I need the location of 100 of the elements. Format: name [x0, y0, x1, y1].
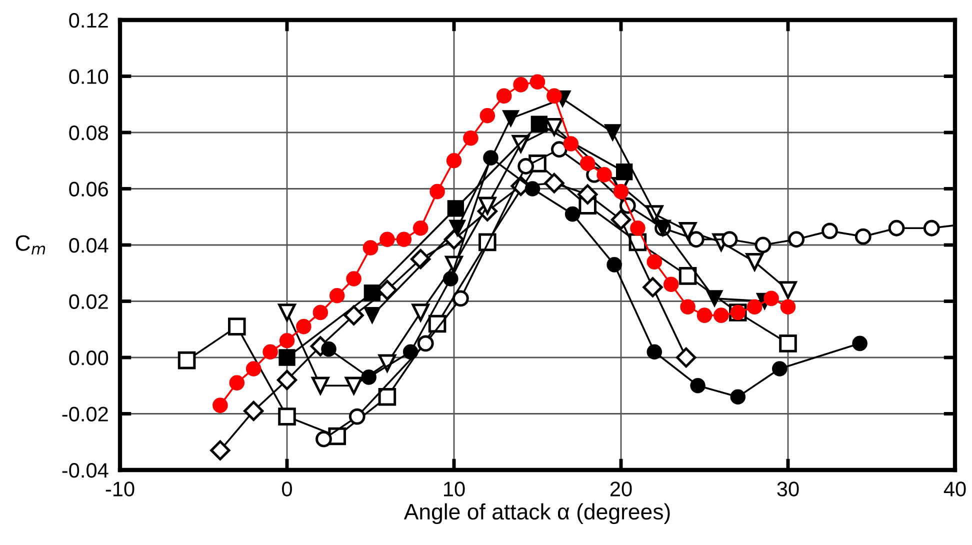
- point: [452, 290, 469, 307]
- point: [779, 334, 797, 352]
- point: [396, 232, 412, 248]
- point: [630, 220, 646, 236]
- point: [446, 152, 462, 168]
- point: [463, 130, 478, 146]
- point: [278, 408, 296, 426]
- point: [706, 290, 723, 307]
- point: [483, 150, 498, 166]
- point: [344, 305, 364, 326]
- point: [364, 306, 381, 324]
- point: [578, 184, 598, 204]
- point: [447, 200, 464, 217]
- point: [178, 351, 196, 370]
- point: [678, 222, 697, 240]
- point: [923, 220, 940, 236]
- x-tick-label: -10: [106, 482, 134, 496]
- x-tick-label: 10: [444, 482, 465, 496]
- point: [480, 108, 496, 124]
- point: [564, 206, 580, 222]
- y-tick-label: 0.12: [69, 13, 108, 28]
- point: [361, 370, 376, 385]
- point: [690, 378, 706, 394]
- point: [524, 181, 540, 196]
- point: [642, 277, 663, 298]
- point: [754, 236, 772, 254]
- point: [604, 124, 621, 141]
- point: [449, 220, 466, 236]
- point: [663, 276, 679, 292]
- point: [344, 376, 363, 395]
- y-tick-label: 0.04: [69, 238, 108, 253]
- point: [276, 370, 298, 390]
- point: [822, 222, 838, 240]
- point: [378, 354, 396, 372]
- point: [788, 231, 805, 248]
- point: [530, 116, 548, 132]
- point: [296, 318, 312, 334]
- point: [606, 257, 622, 272]
- point: [764, 290, 779, 306]
- point: [246, 361, 262, 376]
- y-tick-label: 0.06: [69, 182, 108, 197]
- y-axis-title: C$_{m}$: [16, 235, 46, 254]
- point: [513, 77, 528, 92]
- point: [721, 231, 738, 248]
- point: [610, 210, 632, 230]
- point: [329, 288, 345, 304]
- point: [362, 240, 378, 256]
- point: [772, 361, 788, 376]
- point: [696, 308, 712, 323]
- point: [680, 299, 696, 315]
- point: [580, 156, 596, 172]
- point: [779, 281, 797, 299]
- point: [210, 440, 230, 460]
- point: [228, 318, 246, 336]
- point: [212, 398, 228, 413]
- point: [688, 231, 704, 248]
- point: [262, 344, 278, 360]
- y-tick-label: -0.02: [62, 406, 108, 422]
- point: [279, 332, 295, 348]
- point: [746, 252, 764, 271]
- y-tick-label: 0.02: [69, 294, 108, 310]
- point: [496, 88, 512, 104]
- point: [546, 88, 562, 104]
- point: [676, 347, 696, 368]
- point: [278, 304, 296, 322]
- point: [321, 341, 336, 357]
- point: [244, 400, 264, 422]
- point: [364, 284, 381, 302]
- point: [312, 376, 330, 395]
- x-tick-label: 20: [610, 482, 632, 496]
- point: [518, 158, 534, 174]
- point: [412, 304, 430, 322]
- point: [229, 375, 245, 390]
- point: [746, 299, 762, 315]
- point: [551, 141, 568, 158]
- y-tick-label: 0.08: [69, 126, 108, 140]
- point: [316, 430, 332, 448]
- point: [544, 173, 564, 194]
- point: [380, 232, 395, 248]
- point: [854, 228, 872, 245]
- point: [430, 184, 445, 200]
- point: [502, 110, 520, 127]
- point: [852, 336, 868, 352]
- point: [443, 271, 458, 286]
- x-tick-label: 30: [777, 482, 799, 496]
- point: [616, 164, 633, 180]
- point: [646, 344, 662, 360]
- point: [613, 184, 629, 200]
- point: [478, 196, 496, 215]
- point: [888, 220, 905, 236]
- point: [596, 167, 612, 182]
- x-axis-title: Angle of attack α (degrees): [404, 503, 670, 524]
- y-tick-label: 0.00: [69, 350, 108, 366]
- point: [378, 388, 396, 406]
- point: [312, 304, 328, 320]
- point: [780, 299, 796, 315]
- y-tick-label: -0.04: [62, 463, 108, 478]
- point: [678, 267, 697, 285]
- point: [346, 271, 362, 286]
- point: [417, 335, 434, 352]
